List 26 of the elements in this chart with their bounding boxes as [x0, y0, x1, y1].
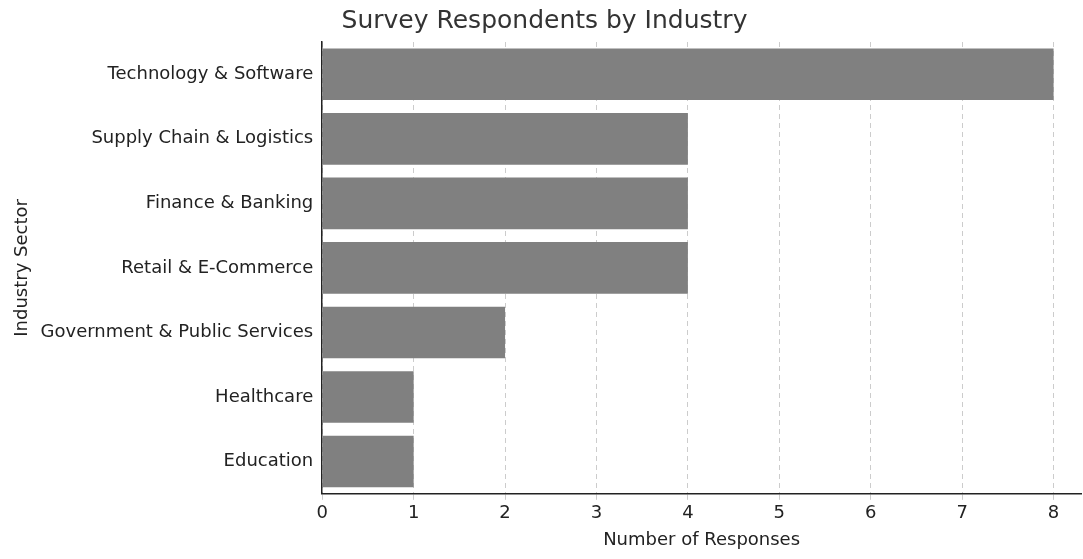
- x-tick-label: 7: [956, 501, 968, 523]
- bar: [322, 242, 688, 294]
- bar: [322, 435, 414, 488]
- bar: [322, 48, 1054, 101]
- x-tick-label: 3: [590, 501, 603, 523]
- y-tick-label: Retail & E-Commerce: [121, 255, 314, 277]
- x-tick-label: 1: [407, 501, 420, 523]
- x-tick-label: 6: [865, 501, 877, 523]
- chart-title: Survey Respondents by Industry: [341, 4, 748, 34]
- y-tick-label: Finance & Banking: [145, 191, 314, 213]
- bar: [322, 371, 414, 423]
- y-tick-label: Healthcare: [215, 384, 314, 406]
- x-tick-label: 0: [316, 501, 328, 523]
- y-tick-label: Education: [223, 449, 314, 471]
- y-tick-label: Supply Chain & Logistics: [91, 126, 314, 148]
- y-axis-title: Industry Sector: [10, 198, 32, 337]
- x-tick-label: 4: [682, 501, 694, 523]
- x-tick-label: 8: [1047, 501, 1060, 523]
- y-tick-label: Technology & Software: [106, 61, 314, 83]
- bar: [322, 113, 688, 165]
- bar: [322, 306, 506, 359]
- y-tick-label: Government & Public Services: [40, 320, 314, 342]
- bar: [322, 177, 688, 230]
- x-axis-title: Number of Responses: [603, 527, 801, 549]
- x-tick-label: 5: [773, 501, 786, 523]
- x-tick-label: 2: [499, 501, 511, 523]
